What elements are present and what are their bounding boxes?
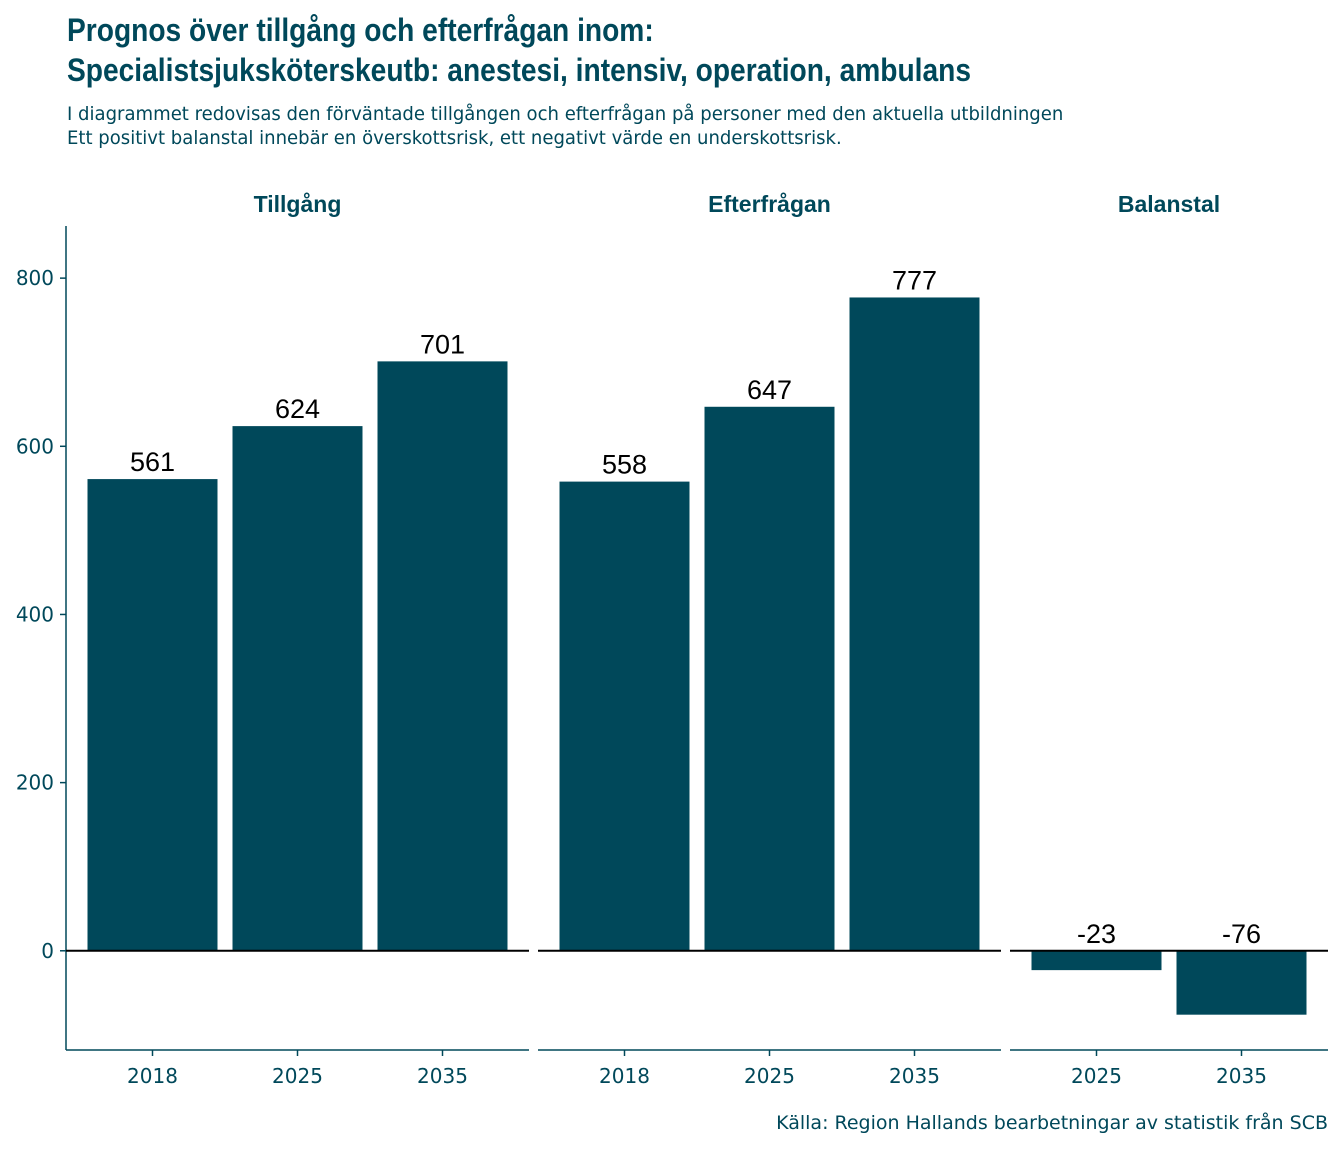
bar	[559, 481, 690, 951]
x-tick-label: 2035	[889, 1064, 940, 1088]
data-label: 701	[420, 329, 465, 359]
y-tick-label: 0	[41, 939, 54, 963]
x-tick-label: 2018	[127, 1064, 178, 1088]
source-caption: Källa: Region Hallands bearbetningar av …	[776, 1112, 1328, 1134]
y-tick-label: 200	[16, 771, 54, 795]
bar	[1176, 950, 1307, 1015]
bar	[87, 479, 218, 951]
facet-label-0: Tillgång	[254, 191, 342, 217]
chart-title: Prognos över tillgång och efterfrågan in…	[67, 10, 971, 90]
x-tick-label: 2035	[1216, 1064, 1267, 1088]
bar	[1031, 950, 1162, 971]
bar	[704, 406, 835, 951]
data-label: -23	[1077, 919, 1116, 949]
bar	[232, 426, 363, 951]
facet-label-2: Balanstal	[1118, 191, 1220, 217]
data-label: 647	[747, 375, 792, 405]
chart-title-line-1: Prognos över tillgång och efterfrågan in…	[67, 12, 654, 48]
chart-subtitle-line-1: I diagrammet redovisas den förväntade ti…	[67, 103, 1064, 125]
x-tick-label: 2035	[417, 1064, 468, 1088]
bar	[849, 297, 980, 951]
x-tick-label: 2025	[744, 1064, 795, 1088]
chart-subtitle: I diagrammet redovisas den förväntade ti…	[67, 102, 1063, 150]
y-tick-label: 800	[16, 266, 54, 290]
x-tick-label: 2018	[599, 1064, 650, 1088]
y-tick-label: 600	[16, 434, 54, 458]
data-label: 558	[602, 450, 647, 480]
data-label: 561	[130, 447, 175, 477]
facet-label-1: Efterfrågan	[708, 191, 831, 217]
data-label: 777	[892, 265, 937, 295]
chart-subtitle-line-2: Ett positivt balanstal innebär en översk…	[67, 127, 842, 149]
x-tick-label: 2025	[1071, 1064, 1122, 1088]
bar	[377, 361, 508, 951]
x-tick-label: 2025	[272, 1064, 323, 1088]
data-label: -76	[1222, 919, 1261, 949]
chart-title-line-2: Specialistsjuksköterskeutb: anestesi, in…	[67, 52, 972, 88]
y-tick-label: 400	[16, 602, 54, 626]
data-label: 624	[275, 394, 320, 424]
